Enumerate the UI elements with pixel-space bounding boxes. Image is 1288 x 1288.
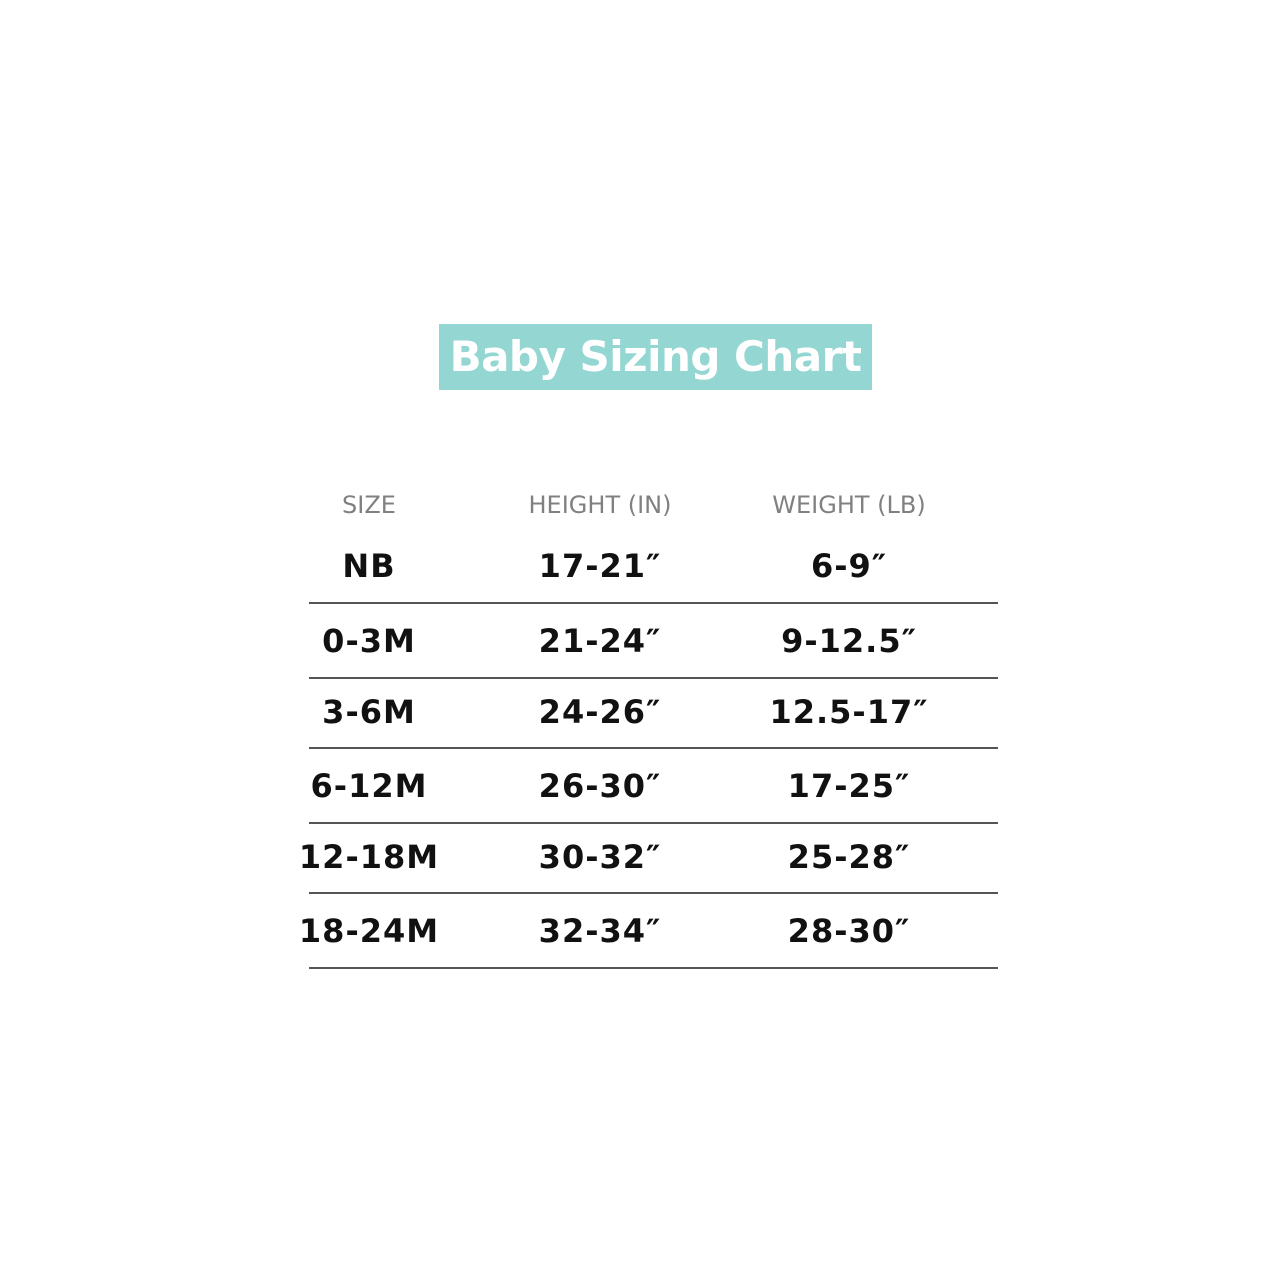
cell-height: 21-24″ [538, 622, 662, 660]
cell-size: 3-6M [322, 693, 416, 731]
row-divider [309, 967, 998, 969]
column-header-size: SIZE [342, 491, 396, 519]
cell-height: 24-26″ [538, 693, 662, 731]
column-header-weight: WEIGHT (LB) [772, 491, 926, 519]
row-divider [309, 677, 998, 679]
cell-weight: 28-30″ [787, 912, 911, 950]
cell-weight: 17-25″ [787, 767, 911, 805]
cell-height: 17-21″ [538, 547, 662, 585]
cell-size: 0-3M [322, 622, 416, 660]
row-divider [309, 747, 998, 749]
cell-weight: 9-12.5″ [781, 622, 917, 660]
row-divider [309, 822, 998, 824]
row-divider [309, 892, 998, 894]
cell-weight: 6-9″ [810, 547, 888, 585]
cell-weight: 25-28″ [787, 838, 911, 876]
cell-size: NB [342, 547, 396, 585]
chart-title: Baby Sizing Chart [439, 324, 872, 390]
column-header-height: HEIGHT (IN) [528, 491, 672, 519]
cell-height: 26-30″ [538, 767, 662, 805]
cell-height: 30-32″ [538, 838, 662, 876]
cell-height: 32-34″ [538, 912, 662, 950]
cell-weight: 12.5-17″ [769, 693, 929, 731]
row-divider [309, 602, 998, 604]
cell-size: 18-24M [298, 912, 440, 950]
cell-size: 6-12M [310, 767, 428, 805]
cell-size: 12-18M [298, 838, 440, 876]
